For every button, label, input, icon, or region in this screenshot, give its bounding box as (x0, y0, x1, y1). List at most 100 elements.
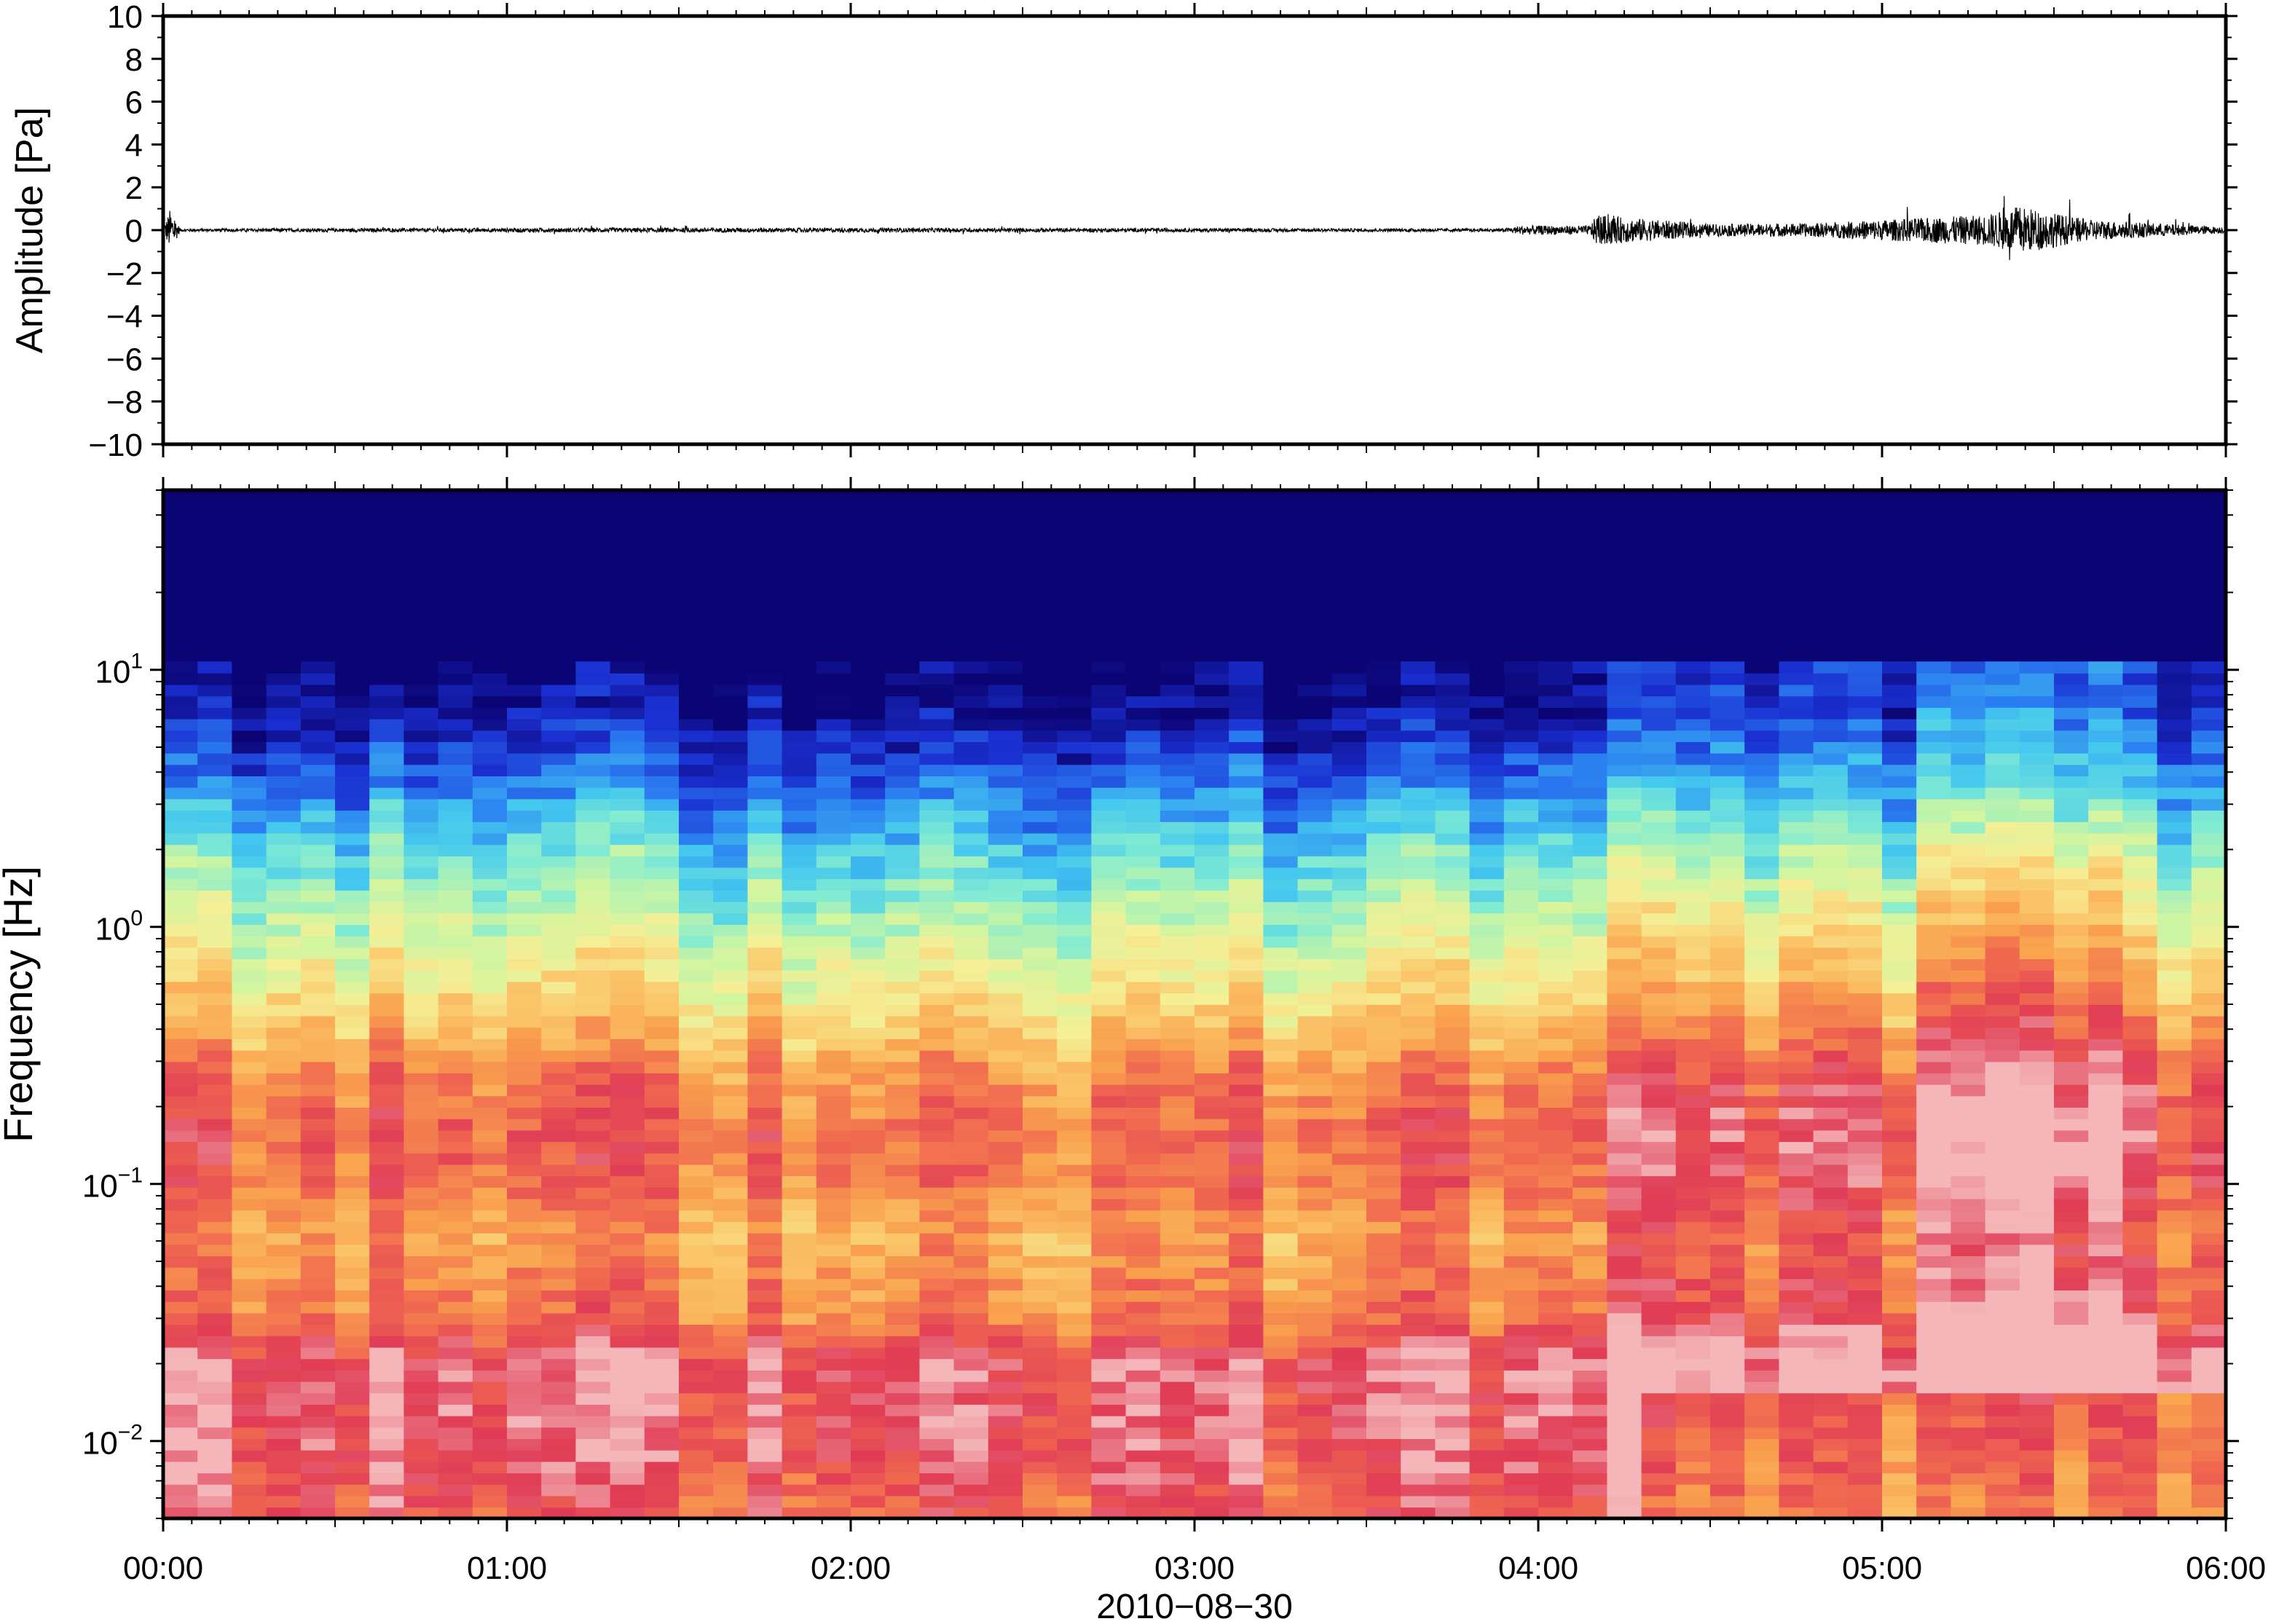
spectrogram-cell (679, 1141, 714, 1154)
spectrogram-cell (472, 752, 508, 765)
spectrogram-cell (1229, 1084, 1264, 1097)
spectrogram-cell (1469, 878, 1505, 891)
spectrogram-cell (1985, 1187, 2020, 1199)
spectrogram-cell (2054, 1392, 2089, 1405)
spectrogram-cell (1779, 1358, 1814, 1371)
spectrogram-cell (335, 935, 370, 948)
spectrogram-cell (2054, 924, 2089, 937)
spectrogram-cell (679, 787, 714, 800)
spectrogram-cell (1435, 1038, 1471, 1051)
spectrogram-cell (1607, 1381, 1642, 1394)
spectrogram-cell (610, 1290, 645, 1302)
spectrogram-cell (266, 673, 302, 685)
spectrogram-cell (232, 673, 267, 685)
x-tick-label: 04:00 (1498, 1550, 1578, 1586)
spectrogram-cell (2088, 1483, 2124, 1497)
spectrogram-cell (2088, 1095, 2124, 1108)
spectrogram-cell (1675, 1244, 1711, 1256)
spectrogram-cell (1366, 867, 1401, 880)
spectrogram-cell (438, 1027, 473, 1039)
spectrogram-cell (1125, 1266, 1161, 1280)
spectrogram-cell (851, 730, 886, 742)
spectrogram-cell (1675, 1049, 1711, 1063)
spectrogram-cell (816, 684, 851, 697)
spectrogram-cell (197, 1038, 233, 1051)
spectrogram-cell (1675, 1473, 1711, 1485)
spectrogram-cell (953, 993, 989, 1005)
spectrogram-cell (1573, 1118, 1608, 1131)
spectrogram-cell (2191, 1095, 2227, 1108)
spectrogram-cell (1985, 1232, 2020, 1245)
spectrogram-cell (816, 776, 851, 788)
spectrogram-cell (747, 969, 783, 982)
spectrogram-cell (163, 844, 198, 856)
spectrogram-cell (1641, 935, 1677, 948)
spectrogram-cell (232, 1370, 267, 1382)
spectrogram-cell (851, 993, 886, 1005)
spectrogram-cell (1710, 1004, 1745, 1017)
spectrogram-cell (1916, 1312, 1952, 1325)
spectrogram-cell (1366, 764, 1401, 776)
spectrogram-cell (1401, 958, 1436, 971)
spectrogram-cell (300, 1095, 336, 1108)
spectrogram-cell (2019, 1107, 2055, 1119)
spectrogram-cell (1125, 1278, 1161, 1290)
spectrogram-cell (1744, 1347, 1780, 1360)
spectrogram-cell (610, 1415, 645, 1428)
spectrogram-cell (369, 947, 405, 960)
spectrogram-cell (1194, 1049, 1229, 1063)
spectrogram-cell (1538, 707, 1573, 720)
spectrogram-cell (1538, 1061, 1573, 1073)
spectrogram-cell (1331, 1461, 1367, 1474)
spectrogram-cell (1229, 707, 1264, 720)
spectrogram-cell (679, 1073, 714, 1085)
spectrogram-cell (1160, 1301, 1195, 1314)
spectrogram-cell (2019, 695, 2055, 708)
spectrogram-cell (1263, 1175, 1299, 1188)
spectrogram-cell (644, 810, 680, 822)
spectrogram-cell (1194, 1461, 1229, 1474)
spectrogram-cell (300, 695, 336, 708)
spectrogram-cell (507, 924, 542, 937)
spectrogram-cell (163, 1278, 198, 1290)
spectrogram-cell (404, 993, 439, 1005)
spectrogram-cell (1194, 832, 1229, 845)
spectrogram-cell (2122, 1461, 2158, 1474)
spectrogram-cell (747, 912, 783, 925)
spectrogram-cell (953, 695, 989, 708)
spectrogram-cell (369, 752, 405, 765)
spectrogram-cell (335, 1473, 370, 1485)
spectrogram-cell (1023, 1107, 1058, 1119)
spectrogram-cell (1263, 1404, 1299, 1416)
spectrogram-cell (1882, 730, 1917, 742)
spectrogram-cell (1951, 1301, 1986, 1314)
spectrogram-cell (472, 1221, 508, 1234)
spectrogram-cell (1194, 1027, 1229, 1039)
spectrogram-cell (1813, 1084, 1849, 1097)
spectrogram-cell (1503, 981, 1539, 994)
spectrogram-cell (1779, 1324, 1814, 1336)
spectrogram-cell (507, 1084, 542, 1097)
spectrogram-cell (1435, 1130, 1471, 1143)
spectrogram-cell (1366, 1290, 1401, 1302)
spectrogram-cell (1263, 832, 1299, 845)
spectrogram-cell (988, 947, 1023, 960)
spectrogram-cell (1160, 1164, 1195, 1177)
spectrogram-cell (1847, 912, 1883, 925)
spectrogram-cell (919, 1290, 955, 1302)
spectrogram-cell (472, 1324, 508, 1336)
spectrogram-cell (1125, 1324, 1161, 1336)
spectrogram-cell (2088, 1301, 2124, 1314)
spectrogram-cell (1160, 1449, 1195, 1462)
spectrogram-cell (541, 1244, 577, 1256)
spectrogram-cell (1675, 1266, 1711, 1280)
spectrogram-cell (1813, 730, 1849, 742)
spectrogram-cell (232, 867, 267, 880)
spectrogram-cell (1160, 1358, 1195, 1371)
spectrogram-cell (1331, 1015, 1367, 1028)
spectrogram-cell (953, 776, 989, 788)
spectrogram-cell (1916, 1221, 1952, 1234)
spectrogram-cell (1503, 1449, 1539, 1462)
spectrogram-cell (1023, 684, 1058, 697)
spectrogram-cell (679, 1495, 714, 1508)
